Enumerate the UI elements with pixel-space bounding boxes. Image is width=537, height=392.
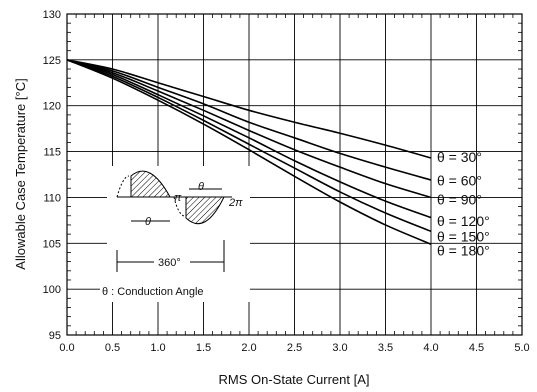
x-tick-label: 2.0 (241, 342, 256, 354)
inset-theta-label-positive: θ (145, 216, 151, 228)
series-line (66, 59, 432, 199)
inset-negative-conduction (185, 196, 225, 224)
inset-positive-wave-start (116, 175, 130, 198)
series-label: θ = 30° (437, 149, 482, 165)
x-axis-label: RMS On-State Current [A] (219, 372, 370, 387)
x-tick-label: 5.0 (514, 342, 529, 354)
y-tick-label: 125 (43, 55, 61, 67)
axis-ticks (67, 14, 522, 335)
inset-negative-wave-start (173, 196, 185, 217)
x-tick-label: 1.5 (196, 342, 211, 354)
x-tick-label: 0.0 (59, 342, 74, 354)
series-labels: θ = 30° θ = 60° θ = 90° θ = 120°θ = 150°θ =… (437, 149, 490, 259)
y-tick-label: 95 (49, 330, 61, 342)
inset-pi-label: π (174, 192, 182, 204)
y-tick-label: 105 (43, 238, 61, 250)
conduction-angle-inset: π 2π θ θ 360° θ : Conduction Angle (100, 166, 250, 302)
x-tick-label: 4.0 (423, 342, 438, 354)
series-label: θ = 150° (437, 228, 490, 244)
y-tick-labels: 95 100 105 110 115 120 125 130 (43, 9, 61, 342)
y-axis-label: Allowable Case Temperature [°C] (13, 78, 28, 269)
x-tick-label: 0.5 (105, 342, 120, 354)
x-tick-label: 1.0 (150, 342, 165, 354)
y-tick-label: 100 (43, 284, 61, 296)
series-line (66, 59, 432, 181)
series-line (66, 59, 432, 159)
inset-background (107, 166, 250, 302)
inset-2pi-label: 2π (228, 197, 243, 209)
x-tick-labels: 0.0 0.5 1.0 1.5 2.0 2.5 3.0 3.5 4.0 4.5 5.0 (59, 342, 529, 354)
inset-period-label: 360° (158, 257, 181, 269)
x-tick-label: 3.0 (332, 342, 347, 354)
x-tick-label: 2.5 (287, 342, 302, 354)
inset-period-label-bg (154, 255, 190, 268)
series-label: θ = 120° (437, 213, 490, 229)
series-line (66, 59, 432, 219)
series-line (66, 59, 432, 233)
series-label: θ = 180° (437, 243, 490, 259)
inset-positive-conduction (130, 170, 171, 198)
inset-caption-bg (100, 284, 248, 298)
y-tick-label: 115 (43, 147, 61, 159)
plot-frame (66, 13, 523, 336)
series-label: θ = 90° (437, 191, 482, 207)
y-tick-label: 120 (43, 101, 61, 113)
x-tick-label: 4.5 (469, 342, 484, 354)
inset-theta-label-negative: θ (198, 181, 204, 193)
y-tick-label: 110 (43, 192, 61, 204)
x-tick-label: 3.5 (378, 342, 393, 354)
series-label: θ = 60° (437, 173, 482, 189)
series-line (66, 59, 432, 245)
inset-caption: θ : Conduction Angle (102, 286, 204, 298)
series-lines (66, 59, 432, 245)
y-tick-label: 130 (43, 9, 61, 21)
